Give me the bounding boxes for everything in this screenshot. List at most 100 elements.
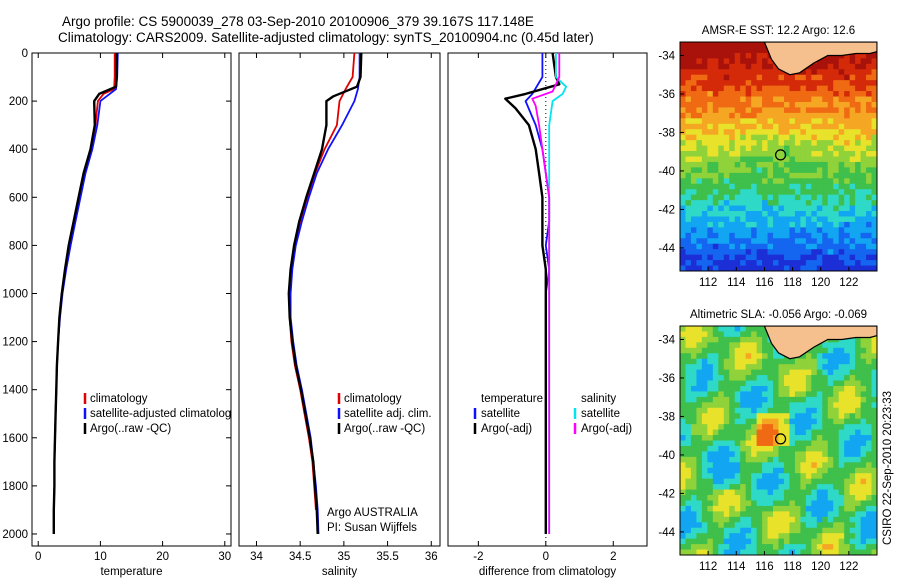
map-cell <box>860 69 867 76</box>
map-cell <box>871 96 877 103</box>
map-cell <box>745 211 752 217</box>
map-cell <box>849 549 856 555</box>
map-cell <box>680 194 686 201</box>
map-cell <box>805 527 812 534</box>
map-cell <box>680 473 686 480</box>
map-cell <box>712 353 719 360</box>
map-cell <box>827 129 834 136</box>
map-cell <box>811 358 818 365</box>
map-cell <box>740 500 747 507</box>
map-cell <box>827 238 834 245</box>
map-cell <box>751 380 758 387</box>
map-cell <box>701 418 708 425</box>
map-cell <box>855 413 862 420</box>
map-cell <box>849 347 856 354</box>
map-cell <box>740 407 747 414</box>
map-cell <box>690 429 697 436</box>
map-cell <box>762 216 769 223</box>
map-cell <box>690 232 697 239</box>
map-cell <box>827 342 834 349</box>
map-cell <box>816 549 823 555</box>
map-cell <box>866 505 873 512</box>
map-cell <box>718 112 725 119</box>
map-cell <box>838 533 845 540</box>
map-cell <box>718 375 725 382</box>
map-cell <box>762 516 769 523</box>
map-cell <box>701 391 708 398</box>
map-cell <box>740 107 747 114</box>
map-cell <box>729 265 736 271</box>
map-cell <box>740 467 747 474</box>
map-cell <box>805 435 812 441</box>
map-cell <box>822 101 829 108</box>
map-cell <box>822 227 829 234</box>
map-cell <box>712 391 719 398</box>
map-cell <box>783 200 790 207</box>
map-cell <box>690 91 697 98</box>
map-cell <box>811 151 818 157</box>
map-cell <box>866 140 873 147</box>
map-cell <box>855 178 862 185</box>
map-cell <box>849 527 856 534</box>
map-cell <box>866 200 873 207</box>
map-cell <box>745 353 752 360</box>
map-cell <box>734 473 741 480</box>
map-cell <box>805 424 812 431</box>
map-cell <box>696 167 703 174</box>
map-cell <box>707 200 714 207</box>
map-cell <box>762 342 769 349</box>
salinity-panel: 34 34.5 35 35.5 36salinityclimatologysatelli… <box>238 52 441 578</box>
map-cell <box>745 538 752 545</box>
map-cell <box>762 462 769 469</box>
map-cell <box>827 527 834 534</box>
map-cell <box>723 440 730 447</box>
map-cell <box>800 435 807 441</box>
x-tick-label: 36 <box>425 551 438 563</box>
map-cell <box>794 129 801 136</box>
map-cell <box>723 527 730 534</box>
map-cell <box>751 112 758 119</box>
map-cell <box>849 467 856 474</box>
map-cell <box>822 544 829 551</box>
map-cell <box>745 522 752 529</box>
map-cell <box>833 200 840 207</box>
map-cell <box>794 145 801 152</box>
map-cell <box>849 375 856 382</box>
map-cell <box>860 375 867 382</box>
map-cell <box>729 538 736 545</box>
map-cell <box>701 364 708 371</box>
map-cell <box>712 489 719 496</box>
y-tick-label: -36 <box>658 373 675 385</box>
map-cell <box>838 227 845 234</box>
map-cell <box>773 495 779 501</box>
map-cell <box>805 402 812 409</box>
map-cell <box>827 156 834 163</box>
map-cell <box>707 424 714 431</box>
map-cell <box>871 200 877 207</box>
map-cell <box>778 385 785 392</box>
map-cell <box>723 129 730 136</box>
map-cell <box>740 58 747 65</box>
map-cell <box>860 402 867 409</box>
map-cell <box>707 118 714 125</box>
map-cell <box>707 538 714 545</box>
map-cell <box>805 445 812 452</box>
map-cell <box>751 505 758 512</box>
map-cell <box>707 63 714 70</box>
map-cell <box>696 183 703 190</box>
map-cell <box>838 85 845 92</box>
map-cell <box>783 489 790 496</box>
map-cell <box>773 189 779 196</box>
map-cell <box>800 462 807 469</box>
map-cell <box>751 331 758 338</box>
map-cell <box>822 342 829 349</box>
map-cell <box>707 369 714 376</box>
map-cell <box>680 385 686 392</box>
map-cell <box>773 123 779 130</box>
map-cell <box>805 172 812 179</box>
map-cell <box>740 489 747 496</box>
map-cell <box>783 418 790 425</box>
map-cell <box>756 265 763 271</box>
map-cell <box>740 358 747 365</box>
map-cell <box>751 533 758 540</box>
